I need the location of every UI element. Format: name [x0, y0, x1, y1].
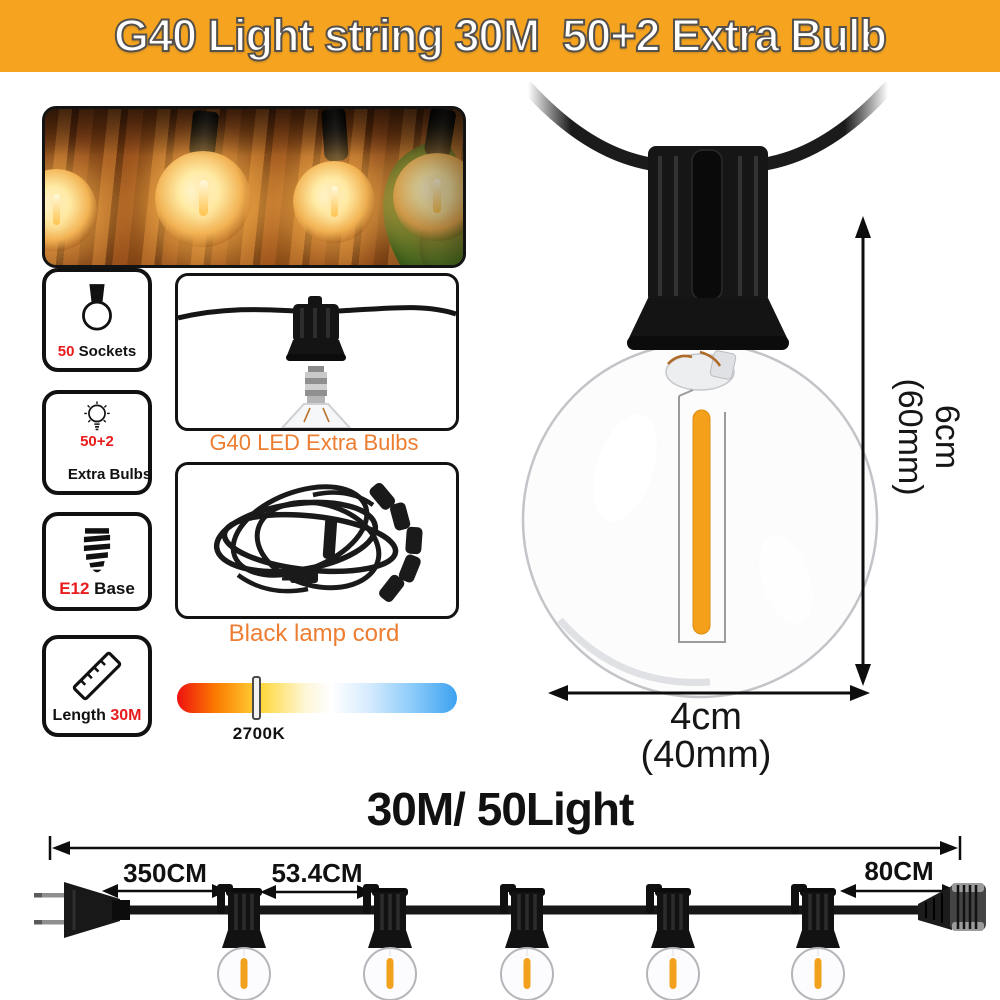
spec-box-length: Length 30M: [42, 635, 152, 737]
spec-accent: 30M: [110, 707, 142, 725]
spec-label: Length 30M: [53, 707, 142, 725]
tail-length-label: 80CM: [864, 856, 934, 886]
width-cm: 4cm: [670, 696, 742, 738]
spec-label: 50 Sockets: [57, 342, 137, 361]
power-plug: [34, 882, 130, 938]
height-dimension-arrow: [855, 216, 871, 686]
banner-title: G40 Light string 30M 50+2 Extra Bulb: [113, 9, 888, 62]
spec-accent: 50: [57, 342, 75, 360]
extra-bulb-caption: G40 LED Extra Bulbs: [209, 430, 419, 455]
hero-photo: [42, 106, 466, 268]
cord-coil-art: [213, 482, 423, 602]
spec-accent: E12: [59, 579, 90, 599]
socket-bulb-icon: [82, 284, 112, 331]
spec-box-extra-bulbs: 50+2 Extra Bulbs: [42, 390, 152, 495]
photo-vignette: [45, 109, 463, 265]
spec-rest: Base: [89, 579, 135, 599]
width-mm: (40mm): [640, 734, 772, 776]
color-temperature-label: 2700K: [232, 724, 286, 743]
bulb-socket-large: [627, 146, 789, 350]
width-dimension-label: 4cm (40mm): [550, 698, 862, 774]
extra-bulb-photo: [175, 273, 459, 431]
color-temperature-marker: [252, 676, 261, 720]
height-mm: (60mm): [890, 378, 929, 496]
string-spec-title: 30M/ 50Light: [366, 783, 635, 835]
lead-length-label: 350CM: [123, 858, 207, 888]
lamp-cord-photo: [175, 462, 459, 619]
height-dimension-label: 6cm (60mm): [881, 337, 966, 537]
spec-rest: Sockets: [74, 342, 137, 360]
end-connector: [918, 883, 986, 931]
bulb-spacing-label: 53.4CM: [271, 858, 363, 888]
glowing-bulb-icon: [84, 401, 110, 431]
spec-accent: 50+2: [80, 432, 114, 450]
banner: G40 Light string 30M 50+2 Extra Bulb: [0, 0, 1000, 72]
ruler-icon: [72, 651, 122, 701]
spec-box-sockets: 50 Sockets: [42, 268, 152, 372]
height-cm: 6cm: [928, 404, 966, 470]
socket-and-bulb-art: [178, 296, 456, 428]
hanging-cord: [521, 81, 895, 175]
spec-label: 50+2 Extra Bulbs: [43, 432, 152, 484]
spec-rest: Length: [52, 707, 111, 725]
color-temperature-bar: [177, 683, 457, 713]
spec-label: E12 Base: [59, 579, 135, 599]
g40-bulb-large: [521, 341, 879, 699]
lamp-cord-caption: Black lamp cord: [228, 620, 400, 647]
e12-screw-base-icon: [83, 528, 111, 573]
spec-rest: Extra Bulbs: [67, 465, 152, 483]
total-length-span: [48, 836, 962, 860]
spec-box-e12-base: E12 Base: [42, 512, 152, 611]
